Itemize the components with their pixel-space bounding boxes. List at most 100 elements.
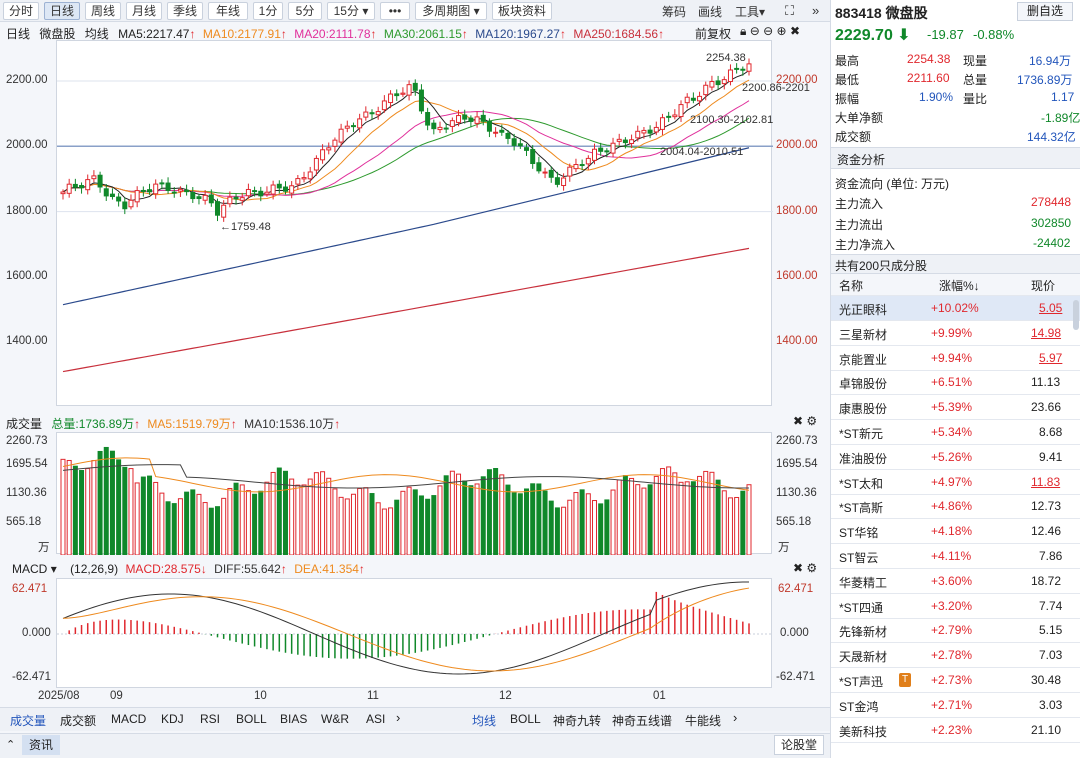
candle-body: [511, 138, 517, 146]
forum-button[interactable]: 论股堂: [774, 735, 824, 755]
volume-bar: [425, 498, 431, 556]
close-icon[interactable]: ✖: [789, 24, 801, 38]
tab-turnover[interactable]: 成交额: [60, 714, 97, 728]
constituent-row[interactable]: *ST太和 +4.97% 11.83: [831, 470, 1080, 495]
adjust-button[interactable]: 前复权: [695, 27, 732, 41]
volume-bar: [536, 483, 542, 556]
candle-body: [171, 191, 177, 194]
draw-button[interactable]: 画线: [698, 5, 723, 19]
constituent-row[interactable]: 卓锦股份 +6.51% 11.13: [831, 370, 1080, 396]
constituent-row[interactable]: ST华铭 +4.18% 12.46: [831, 519, 1080, 545]
tab-weekly[interactable]: 周线: [85, 2, 121, 20]
tab-ma[interactable]: 均线: [472, 714, 497, 728]
fund-outflow: 302850: [1031, 216, 1072, 230]
candle-body: [598, 147, 604, 152]
constituent-row[interactable]: 京能置业 +9.94% 5.97: [831, 346, 1080, 371]
constituent-row[interactable]: *ST高斯 +4.86% 12.73: [831, 494, 1080, 520]
zoom-in-icon[interactable]: ⊕: [776, 24, 787, 38]
candle-body: [437, 126, 443, 131]
volume-bar: [134, 482, 140, 556]
macd-panel[interactable]: [56, 578, 773, 688]
constituent-row[interactable]: 美新科技 +2.23% 21.10: [831, 718, 1080, 743]
candle-body: [746, 63, 752, 72]
scrollbar-thumb[interactable]: [1073, 300, 1079, 330]
constituent-name: ST华铭: [839, 526, 879, 541]
tab-rsi[interactable]: RSI: [200, 712, 221, 726]
constituent-row[interactable]: *ST四通 +3.20% 7.74: [831, 594, 1080, 619]
chevron-right-icon[interactable]: ›: [396, 710, 401, 725]
chevron-down-icon[interactable]: ▾: [50, 562, 57, 576]
multi-period-button[interactable]: 多周期图 ▾: [415, 2, 487, 20]
tab-wr[interactable]: W&R: [321, 712, 349, 726]
expand-icon[interactable]: ⌃: [6, 739, 16, 751]
lock-icon[interactable]: 🔒︎: [740, 24, 747, 38]
tab-quarterly[interactable]: 季线: [167, 2, 203, 20]
constituent-pct: +4.97%: [931, 474, 973, 489]
volume-bar: [394, 499, 400, 556]
constituent-row[interactable]: 准油股份 +5.26% 9.41: [831, 445, 1080, 470]
tab-asi[interactable]: ASI: [366, 712, 386, 726]
constituent-row[interactable]: 康惠股份 +5.39% 23.66: [831, 395, 1080, 421]
settings-icon[interactable]: ⚙: [806, 561, 818, 575]
candle-body: [245, 188, 251, 197]
tab-yearly[interactable]: 年线: [208, 2, 248, 20]
tab-volume[interactable]: 成交量: [10, 714, 47, 728]
chips-button[interactable]: 筹码: [662, 5, 687, 19]
constituent-row[interactable]: *ST新元 +5.34% 8.68: [831, 420, 1080, 445]
macd-title[interactable]: MACD: [12, 562, 48, 576]
constituent-name: *ST高斯: [839, 501, 884, 516]
col-price[interactable]: 现价: [1031, 279, 1056, 293]
volume-ma5-line: [62, 457, 750, 493]
tab-bias[interactable]: BIAS: [280, 712, 308, 726]
constituent-row[interactable]: 光正眼科 +10.02% 5.05: [831, 296, 1080, 321]
tab-kdj[interactable]: KDJ: [161, 712, 184, 726]
zoom-out-icon[interactable]: ⊖: [763, 24, 774, 38]
tab-monthly[interactable]: 月线: [126, 2, 162, 20]
volume-bar: [703, 470, 709, 556]
fund-outflow-label: 主力流出: [835, 218, 884, 232]
volume-bar: [116, 459, 122, 556]
chevron-right-icon[interactable]: ›: [733, 710, 738, 725]
tab-boll-main[interactable]: BOLL: [510, 712, 541, 726]
tab-15min-dropdown[interactable]: 15分 ▾: [327, 2, 375, 20]
tab-macd[interactable]: MACD: [111, 712, 147, 726]
fullscreen-icon[interactable]: ⛶: [785, 3, 795, 18]
volume-bar: [629, 477, 635, 556]
tab-daily[interactable]: 日线: [44, 2, 80, 20]
constituent-row[interactable]: 三星新材 +9.99% 14.98: [831, 321, 1080, 346]
constituent-row[interactable]: ST金鸿 +2.71% 3.03: [831, 693, 1080, 718]
tab-1min[interactable]: 1分: [253, 2, 283, 20]
volume-panel[interactable]: [56, 432, 772, 556]
candle-body: [567, 166, 573, 177]
candle-body: [332, 139, 338, 147]
notice-icon[interactable]: T: [899, 673, 911, 687]
news-tab[interactable]: 资讯: [22, 735, 60, 755]
tab-five-lines[interactable]: 神奇五线谱: [612, 714, 673, 728]
constituent-row[interactable]: *ST声迅 +2.73% 30.48 T: [831, 668, 1080, 693]
candle-body: [715, 80, 721, 86]
col-name[interactable]: 名称: [839, 279, 864, 293]
tab-boll[interactable]: BOLL: [236, 712, 267, 726]
delete-watchlist-button[interactable]: 删自选: [1017, 2, 1073, 21]
level-annotation: 2100.30-2102.81: [690, 114, 774, 126]
collapse-panel-icon[interactable]: »: [812, 3, 820, 18]
prev-icon[interactable]: ⊖: [749, 24, 760, 38]
tools-button[interactable]: 工具▾: [735, 3, 765, 20]
constituent-row[interactable]: 先锋新材 +2.79% 5.15: [831, 618, 1080, 644]
sector-info-button[interactable]: 板块资料: [492, 2, 552, 20]
settings-icon[interactable]: ⚙: [806, 414, 818, 428]
constituent-row[interactable]: 华菱精工 +3.60% 18.72: [831, 569, 1080, 594]
col-pct[interactable]: 涨幅%↓: [939, 279, 980, 293]
tab-td9[interactable]: 神奇九转: [553, 714, 602, 728]
close-icon[interactable]: ✖: [793, 414, 804, 428]
constituent-row[interactable]: 天晟新材 +2.78% 7.03: [831, 643, 1080, 669]
kline-panel[interactable]: [56, 40, 773, 406]
constituent-row[interactable]: ST智云 +4.11% 7.86: [831, 544, 1080, 569]
tab-minute[interactable]: 分时: [3, 2, 39, 20]
more-button[interactable]: •••: [380, 2, 410, 20]
volume-bar: [666, 466, 672, 556]
candle-body: [709, 81, 715, 88]
tab-bull-line[interactable]: 牛能线: [685, 714, 722, 728]
close-icon[interactable]: ✖: [793, 561, 804, 575]
tab-5min[interactable]: 5分: [288, 2, 322, 20]
